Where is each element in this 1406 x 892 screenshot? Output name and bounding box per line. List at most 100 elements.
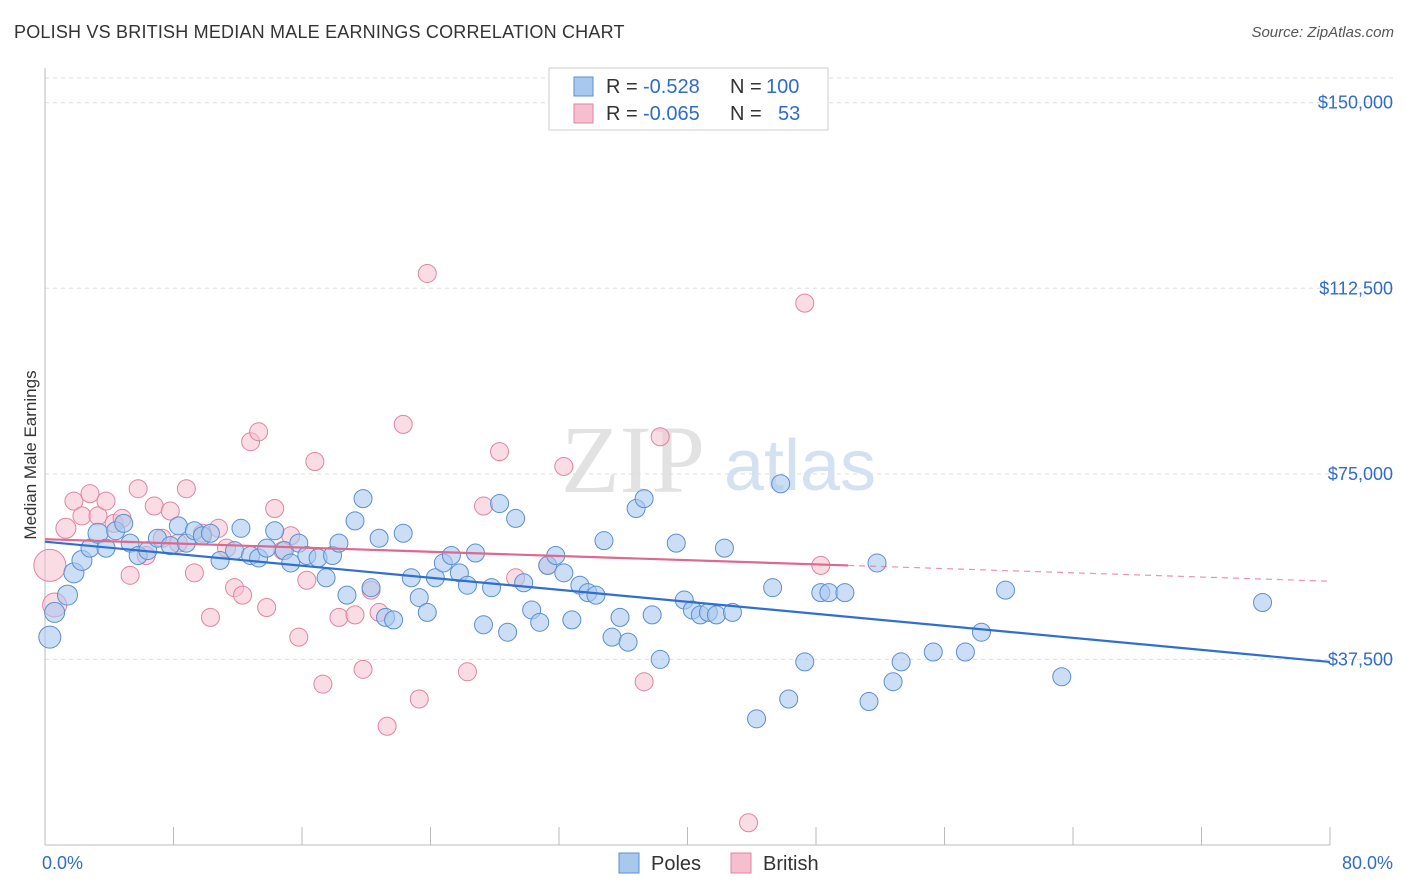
british-point-46 [490, 442, 510, 462]
british-point-26 [249, 422, 269, 442]
gridlines [45, 77, 1395, 660]
y-tick-label-3: $150,000 [1318, 93, 1393, 113]
poles-point-81 [714, 538, 734, 558]
poles-point-84 [763, 578, 783, 598]
british-point-42 [409, 689, 429, 709]
poles-point-35 [337, 585, 357, 605]
poles-point-28 [281, 553, 301, 573]
british-point-52 [739, 813, 759, 833]
poles-point-67 [594, 531, 614, 551]
british-point-53 [795, 293, 815, 313]
poles-point-56 [506, 508, 526, 528]
poles-point-42 [393, 523, 413, 543]
poles-point-54 [490, 494, 510, 514]
british-point-45 [474, 496, 494, 516]
british-point-5 [80, 484, 100, 504]
legend-british-swatch[interactable] [730, 852, 752, 874]
watermark: ZIP atlas [561, 406, 876, 513]
poles-r-value: -0.528 [643, 76, 700, 98]
poles-point-75 [666, 533, 686, 553]
poles-n-value: 100 [766, 76, 799, 98]
british-point-17 [176, 479, 196, 499]
british-point-50 [634, 672, 654, 692]
poles-point-92 [867, 553, 887, 573]
poles-point-0 [38, 625, 62, 649]
british-point-33 [305, 452, 325, 471]
british-r-value: -0.065 [643, 103, 700, 125]
poles-point-50 [457, 575, 477, 595]
british-point-18 [184, 563, 204, 583]
british-point-32 [297, 570, 317, 590]
chart-title: POLISH VS BRITISH MEDIAN MALE EARNINGS C… [14, 22, 625, 42]
stats-legend: R = -0.528 N = 100 R = -0.065 N = 53 [548, 67, 829, 131]
british-point-24 [233, 585, 253, 605]
british-point-11 [128, 479, 148, 499]
poles-trend-line [44, 540, 1331, 664]
poles-point-98 [996, 580, 1016, 600]
british-point-10 [120, 565, 140, 585]
y-tick-labels: $37,500 $75,000 $112,500 $150,000 [1318, 93, 1393, 670]
poles-point-89 [819, 583, 839, 603]
british-point-35 [329, 607, 349, 627]
poles-point-22 [231, 518, 251, 538]
british-point-13 [144, 496, 164, 516]
poles-point-66 [586, 585, 606, 605]
british-point-36 [345, 605, 365, 625]
poles-swatch [573, 76, 594, 97]
poles-point-72 [634, 489, 654, 509]
british-point-7 [96, 491, 116, 511]
british-point-43 [417, 263, 437, 283]
british-point-41 [393, 414, 413, 434]
poles-point-9 [114, 513, 134, 533]
poles-point-97 [971, 622, 991, 642]
poles-point-63 [562, 610, 582, 630]
svg-text:R = -0.065 N =: R = -0.065 N = 53 [606, 103, 800, 125]
poles-point-26 [265, 521, 285, 541]
poles-point-70 [618, 632, 638, 652]
y-tick-label-2: $112,500 [1319, 278, 1393, 298]
watermark-atlas: atlas [724, 426, 876, 506]
legend-poles-swatch[interactable] [618, 852, 640, 874]
british-point-15 [160, 501, 180, 521]
bottom-legend: Poles British [618, 852, 819, 875]
poles-point-19 [200, 523, 220, 543]
poles-point-85 [771, 474, 791, 494]
poles-point-99 [1052, 667, 1072, 687]
legend-british-label[interactable]: British [763, 853, 819, 875]
poles-point-44 [409, 588, 429, 608]
british-point-51 [650, 427, 670, 447]
poles-n-label: N = [730, 76, 767, 98]
british-point-28 [265, 499, 285, 519]
poles-point-95 [923, 642, 943, 662]
legend-poles-label[interactable]: Poles [651, 853, 701, 875]
poles-points [38, 474, 1273, 729]
y-tick-label-0: $37,500 [1328, 649, 1393, 669]
poles-point-41 [384, 610, 404, 630]
poles-point-2 [56, 584, 78, 606]
poles-point-53 [482, 578, 502, 598]
british-point-4 [72, 506, 92, 526]
poles-point-52 [474, 615, 494, 635]
poles-point-32 [316, 568, 336, 588]
poles-point-43 [401, 568, 421, 588]
poles-point-20 [210, 550, 230, 570]
british-trend-extension [848, 564, 1331, 582]
british-point-34 [313, 674, 333, 694]
poles-point-59 [530, 612, 550, 632]
poles-point-39 [369, 528, 389, 548]
british-point-2 [55, 517, 77, 539]
poles-point-38 [361, 578, 381, 598]
poles-point-48 [441, 546, 461, 566]
axes [44, 68, 1331, 846]
poles-point-74 [650, 649, 670, 669]
poles-point-94 [891, 652, 911, 672]
svg-text:R = -0.528 N =: R = -0.528 N = 100 [606, 76, 799, 98]
poles-point-93 [883, 672, 903, 692]
british-point-27 [257, 597, 277, 617]
british-n-value: 53 [778, 103, 800, 125]
y-tick-label-1: $75,000 [1328, 464, 1393, 484]
poles-point-57 [514, 573, 534, 593]
british-swatch [573, 103, 594, 124]
poles-point-15 [168, 516, 188, 536]
